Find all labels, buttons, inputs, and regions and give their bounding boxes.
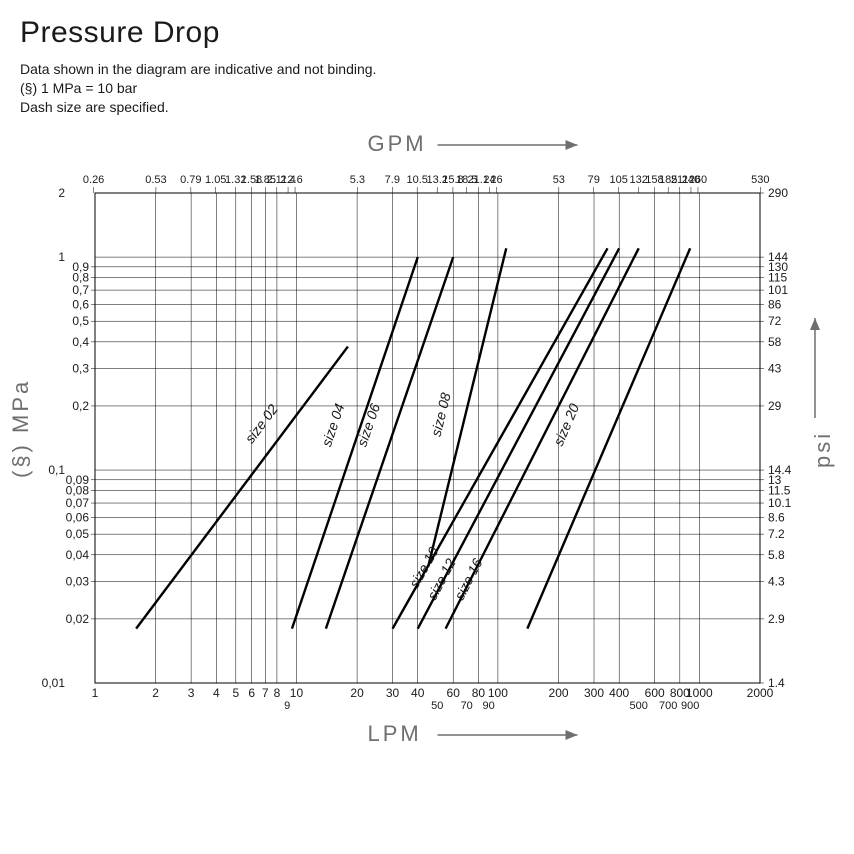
x-tick: 9 — [284, 700, 290, 712]
y-tick: 0,7 — [72, 283, 89, 297]
y-tick-right: 8.6 — [768, 510, 785, 524]
subtitle-line: Data shown in the diagram are indicative… — [20, 60, 834, 79]
series-label: size 02 — [242, 401, 282, 446]
y-tick-right: 86 — [768, 297, 782, 311]
x-tick-top: 2.6 — [287, 174, 302, 186]
y-tick-right: 43 — [768, 361, 782, 375]
x-tick: 600 — [645, 686, 665, 700]
x-tick: 900 — [681, 700, 699, 712]
y-tick-right: 5.8 — [768, 547, 785, 561]
x-tick-top: 79 — [588, 174, 600, 186]
axis-title-lpm: LPM — [368, 721, 422, 746]
y-tick: 0,6 — [72, 297, 89, 311]
x-tick-top: 10.5 — [406, 174, 427, 186]
x-tick: 7 — [262, 686, 269, 700]
pressure-drop-chart: 1234567810203040608010020030040060080010… — [0, 123, 854, 823]
x-tick: 10 — [290, 686, 304, 700]
x-tick: 400 — [609, 686, 629, 700]
y-tick-right: 7.2 — [768, 527, 785, 541]
x-tick: 700 — [659, 700, 677, 712]
y-tick: 1 — [58, 250, 65, 264]
x-tick: 80 — [472, 686, 486, 700]
y-tick-right: 2.9 — [768, 612, 785, 626]
x-tick: 4 — [213, 686, 220, 700]
x-tick-top: 7.9 — [385, 174, 400, 186]
y-tick-right: 29 — [768, 399, 782, 413]
x-tick: 100 — [488, 686, 508, 700]
y-tick: 0,2 — [72, 399, 89, 413]
x-tick: 3 — [188, 686, 195, 700]
y-tick-right: 4.3 — [768, 574, 785, 588]
subtitle-line: Dash size are specified. — [20, 98, 834, 117]
x-tick: 300 — [584, 686, 604, 700]
arrow-up-icon — [810, 318, 820, 330]
subtitle-line: (§) 1 MPa = 10 bar — [20, 79, 834, 98]
x-tick: 60 — [447, 686, 461, 700]
x-tick-top: 0.53 — [145, 174, 166, 186]
x-tick: 90 — [483, 700, 495, 712]
x-tick: 1 — [92, 686, 99, 700]
series-label: size 06 — [354, 401, 384, 448]
y-tick: 0,1 — [48, 463, 65, 477]
series-label: size 20 — [550, 401, 582, 448]
x-tick: 50 — [431, 700, 443, 712]
y-tick: 2 — [58, 186, 65, 200]
y-tick-right: 290 — [768, 186, 788, 200]
y-tick-right: 1.4 — [768, 676, 785, 690]
x-tick-top: 5.3 — [350, 174, 365, 186]
y-tick-right: 72 — [768, 314, 782, 328]
y-tick-right: 101 — [768, 283, 788, 297]
x-tick: 20 — [350, 686, 364, 700]
x-tick-top: 0.26 — [83, 174, 104, 186]
x-tick: 40 — [411, 686, 425, 700]
x-tick: 5 — [232, 686, 239, 700]
x-tick-top: 53 — [553, 174, 565, 186]
x-tick: 1000 — [686, 686, 713, 700]
x-tick: 2 — [152, 686, 159, 700]
x-tick-top: 105 — [609, 174, 627, 186]
y-tick: 0,02 — [66, 612, 90, 626]
y-tick: 0,07 — [66, 496, 90, 510]
x-tick: 30 — [386, 686, 400, 700]
series-line — [326, 257, 453, 629]
y-tick: 0,5 — [72, 314, 89, 328]
x-tick: 70 — [461, 700, 473, 712]
y-tick: 0,05 — [66, 527, 90, 541]
x-tick: 6 — [248, 686, 255, 700]
x-tick-top: 530 — [751, 174, 769, 186]
axis-title-gpm: GPM — [368, 131, 427, 156]
x-tick: 200 — [549, 686, 569, 700]
series-label: size 08 — [428, 391, 454, 438]
arrow-right-icon — [566, 730, 578, 740]
axis-title-mpa: (§) MPa — [8, 378, 33, 477]
series-label: size 04 — [318, 401, 347, 448]
arrow-right-icon — [566, 140, 578, 150]
x-tick-top: 260 — [689, 174, 707, 186]
y-tick: 0,06 — [66, 510, 90, 524]
y-tick: 0,3 — [72, 361, 89, 375]
series-line — [136, 346, 348, 628]
y-tick-right: 58 — [768, 335, 782, 349]
x-tick-top: 1.05 — [205, 174, 226, 186]
y-tick-right: 10.1 — [768, 496, 792, 510]
y-tick: 0,04 — [66, 547, 90, 561]
x-tick: 500 — [630, 700, 648, 712]
x-tick: 8 — [274, 686, 281, 700]
x-tick-top: 0.79 — [180, 174, 201, 186]
axis-title-psi: psi — [810, 431, 835, 468]
page-title: Pressure Drop — [20, 16, 834, 50]
x-tick-top: 26 — [490, 174, 502, 186]
y-tick: 0,01 — [42, 676, 66, 690]
y-tick: 0,4 — [72, 335, 89, 349]
y-tick: 0,03 — [66, 574, 90, 588]
